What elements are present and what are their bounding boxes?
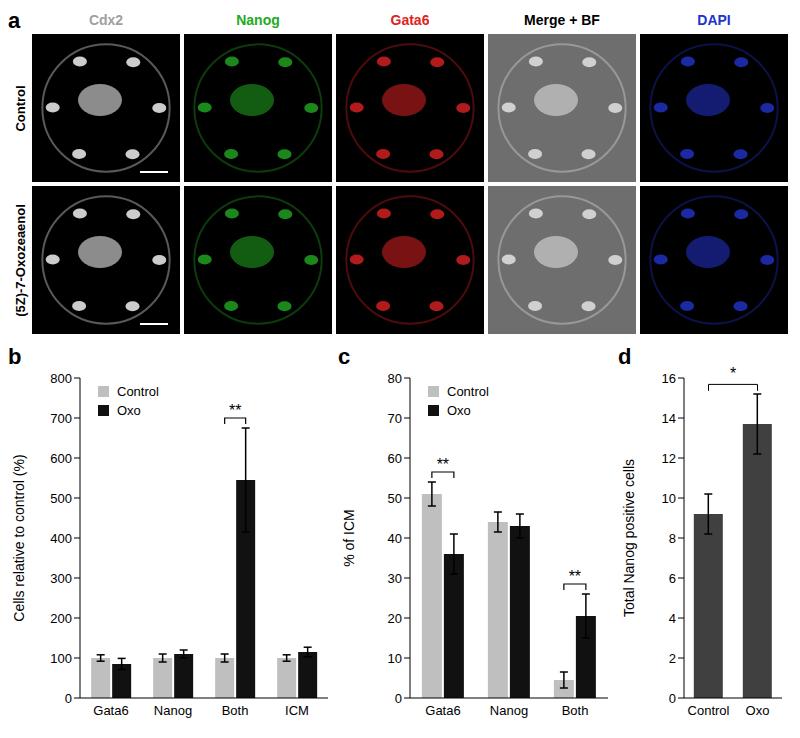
svg-text:6: 6 (669, 571, 676, 586)
html-text:d: d (618, 344, 632, 369)
svg-text:0: 0 (65, 691, 72, 706)
svg-text:**: ** (437, 456, 449, 473)
svg-text:60: 60 (388, 451, 402, 466)
html-text:c: c (338, 344, 351, 369)
svg-text:% of ICM: % of ICM (341, 509, 357, 567)
html-text:(5Z)-7-Oxozeaenol: (5Z)-7-Oxozeaenol (12, 203, 28, 317)
html-text:Merge + BF: Merge + BF (524, 12, 600, 28)
svg-text:Gata6: Gata6 (425, 703, 460, 718)
svg-text:700: 700 (50, 411, 72, 426)
svg-text:100: 100 (50, 651, 72, 666)
svg-text:14: 14 (662, 411, 676, 426)
svg-text:40: 40 (388, 531, 402, 546)
html-text:Control: Control (117, 384, 159, 399)
svg-text:**: ** (569, 568, 581, 585)
html-text:Cdx2: Cdx2 (88, 12, 124, 28)
svg-text:*: * (730, 365, 736, 382)
svg-text:Oxo: Oxo (746, 703, 770, 718)
svg-text:10: 10 (662, 491, 676, 506)
svg-text:10: 10 (388, 651, 402, 666)
svg-text:16: 16 (662, 371, 676, 386)
html-text:b: b (8, 344, 22, 369)
svg-text:Cells relative to control (%): Cells relative to control (%) (11, 454, 27, 621)
html-text:Oxo: Oxo (447, 403, 471, 418)
html-text:Control: Control (12, 84, 28, 132)
svg-text:ICM: ICM (285, 703, 309, 718)
svg-text:70: 70 (388, 411, 402, 426)
svg-text:**: ** (229, 402, 241, 419)
svg-text:12: 12 (662, 451, 676, 466)
html-text:Control: Control (447, 384, 489, 399)
svg-text:500: 500 (50, 491, 72, 506)
svg-text:80: 80 (388, 371, 402, 386)
html-text:DAPI: DAPI (697, 12, 731, 28)
svg-text:30: 30 (388, 571, 402, 586)
svg-text:Both: Both (222, 703, 249, 718)
svg-text:4: 4 (669, 611, 676, 626)
svg-text:Nanog: Nanog (490, 703, 528, 718)
svg-text:20: 20 (388, 611, 402, 626)
svg-text:600: 600 (50, 451, 72, 466)
html-text:Oxo: Oxo (117, 403, 141, 418)
html-text:a: a (8, 8, 21, 33)
html-text:Nanog: Nanog (236, 12, 280, 28)
svg-text:400: 400 (50, 531, 72, 546)
svg-text:8: 8 (669, 531, 676, 546)
svg-text:Control: Control (688, 703, 730, 718)
svg-text:300: 300 (50, 571, 72, 586)
svg-text:50: 50 (388, 491, 402, 506)
html-text:Gata6: Gata6 (390, 12, 430, 28)
svg-text:Both: Both (562, 703, 589, 718)
svg-text:Gata6: Gata6 (93, 703, 128, 718)
svg-text:0: 0 (395, 691, 402, 706)
svg-text:200: 200 (50, 611, 72, 626)
svg-text:2: 2 (669, 651, 676, 666)
svg-text:Nanog: Nanog (154, 703, 192, 718)
svg-text:0: 0 (669, 691, 676, 706)
svg-text:Total Nanog positive cells: Total Nanog positive cells (621, 459, 637, 617)
svg-text:800: 800 (50, 371, 72, 386)
